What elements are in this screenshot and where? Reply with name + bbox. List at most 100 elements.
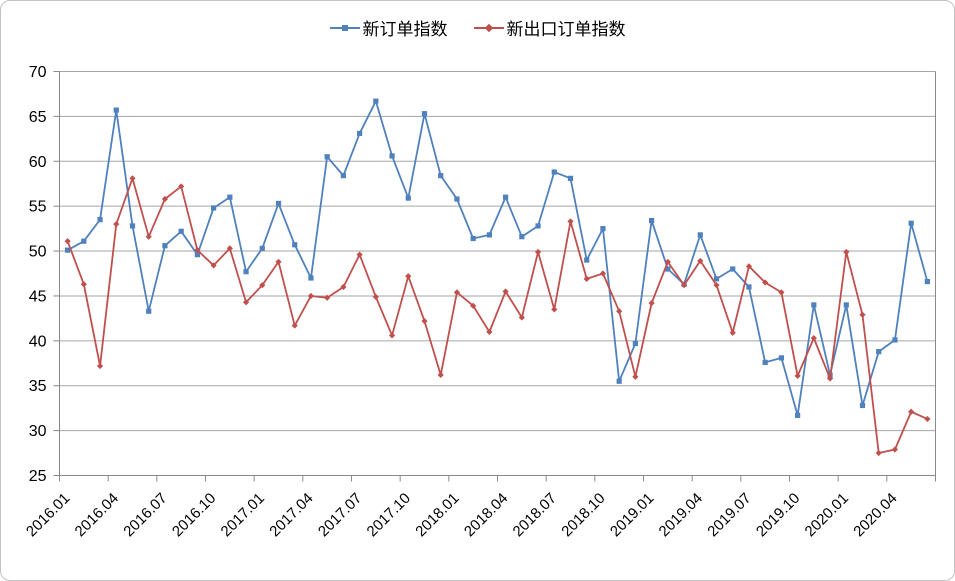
data-point-marker <box>519 234 525 240</box>
series-1 <box>64 175 931 457</box>
y-axis-label: 25 <box>29 468 47 485</box>
data-point-marker <box>746 284 752 290</box>
data-point-marker <box>357 130 363 137</box>
axes <box>53 71 936 482</box>
data-point-marker <box>421 317 428 325</box>
data-point-marker <box>680 282 688 289</box>
data-point-marker <box>388 332 396 339</box>
x-axis-label: 2018.04 <box>461 490 511 540</box>
data-point-marker <box>437 371 444 379</box>
legend: 新订单指数 新出口订单指数 <box>1 15 954 40</box>
data-point-marker <box>730 266 736 272</box>
y-axis-label: 60 <box>29 154 47 171</box>
data-point-marker <box>242 299 250 306</box>
data-point-marker <box>599 270 607 277</box>
data-point-marker <box>421 111 428 117</box>
data-point-marker <box>811 302 817 308</box>
data-point-marker <box>226 245 233 252</box>
legend-item-new-orders: 新订单指数 <box>329 15 448 40</box>
data-point-marker <box>291 322 298 329</box>
y-tick-labels: 70 65 60 55 50 45 40 35 30 25 <box>29 64 47 485</box>
data-point-marker <box>924 415 931 423</box>
data-point-marker <box>795 412 801 418</box>
data-point-marker <box>762 359 768 365</box>
data-point-marker <box>665 266 671 272</box>
x-axis-label: 2018.01 <box>412 490 462 540</box>
data-point-marker <box>194 252 200 258</box>
data-point-marker <box>843 248 850 256</box>
x-axis-label: 2016.10 <box>169 490 219 540</box>
data-point-marker <box>259 282 266 289</box>
x-axis-label: 2017.01 <box>218 490 268 540</box>
x-axis-label: 2017.04 <box>266 490 316 540</box>
data-point-marker <box>826 375 834 382</box>
x-axis-label: 2020.01 <box>802 490 852 540</box>
x-axis-label: 2018.10 <box>558 490 608 540</box>
data-point-marker <box>713 282 720 289</box>
data-point-marker <box>551 306 558 313</box>
x-axis-label: 2017.10 <box>364 490 414 540</box>
data-point-marker <box>616 378 622 384</box>
data-point-marker <box>762 279 769 286</box>
data-point-marker <box>340 173 346 179</box>
data-point-marker <box>859 311 866 318</box>
data-point-marker <box>584 257 590 263</box>
data-point-marker <box>64 238 71 245</box>
data-point-marker <box>632 340 638 347</box>
data-point-marker <box>470 235 476 242</box>
data-point-marker <box>518 314 525 321</box>
data-point-marker <box>80 281 87 288</box>
data-point-marker <box>275 258 282 265</box>
y-axis-label: 50 <box>29 244 47 261</box>
data-point-marker <box>876 349 882 355</box>
data-point-marker <box>324 294 331 301</box>
x-axis-label: 2017.07 <box>315 490 365 540</box>
series-line <box>66 100 929 417</box>
data-point-marker <box>778 355 784 361</box>
data-point-marker <box>843 302 849 308</box>
x-tick-labels: 2016.012016.042016.072016.102017.012017.… <box>23 490 901 540</box>
legend-label-new-export-orders: 新出口订单指数 <box>506 20 626 39</box>
x-axis-label: 2016.07 <box>120 490 170 540</box>
data-point-marker <box>96 362 104 370</box>
data-point-marker <box>908 408 915 415</box>
data-point-marker <box>470 302 477 309</box>
x-axis-label: 2018.07 <box>510 490 560 540</box>
y-axis-label: 65 <box>29 109 47 126</box>
data-point-marker <box>453 289 461 296</box>
data-point-marker <box>340 283 347 291</box>
data-point-marker <box>259 245 265 251</box>
data-point-marker <box>405 273 412 280</box>
data-point-marker <box>194 247 201 254</box>
data-point-marker <box>307 292 315 300</box>
legend-item-new-export-orders: 新出口订单指数 <box>473 15 626 40</box>
x-axis-label: 2016.01 <box>23 490 73 540</box>
y-gridlines <box>59 71 936 476</box>
x-axis-label: 2019.01 <box>607 490 657 540</box>
legend-label-new-orders: 新订单指数 <box>362 20 448 39</box>
data-point-marker <box>161 195 169 203</box>
data-point-marker <box>389 153 395 159</box>
x-axis-label: 2016.04 <box>72 490 122 540</box>
series-line <box>66 177 929 454</box>
data-point-marker <box>113 221 120 228</box>
x-axis-label: 2019.04 <box>656 490 706 540</box>
red-diamond-series-icon <box>473 22 504 34</box>
data-point-marker <box>567 175 574 181</box>
data-point-marker <box>97 217 103 223</box>
blue-square-series-icon <box>329 22 360 34</box>
data-point-marker <box>178 183 185 190</box>
data-point-marker <box>275 200 282 207</box>
data-point-marker <box>405 195 411 201</box>
data-point-marker <box>567 218 574 225</box>
data-point-marker <box>713 276 720 282</box>
data-point-marker <box>875 449 882 457</box>
data-point-marker <box>454 196 460 202</box>
data-point-marker <box>778 289 785 296</box>
data-point-marker <box>924 278 930 285</box>
x-axis-label: 2019.10 <box>753 490 803 540</box>
data-point-marker <box>502 288 509 295</box>
data-point-marker <box>486 232 492 238</box>
